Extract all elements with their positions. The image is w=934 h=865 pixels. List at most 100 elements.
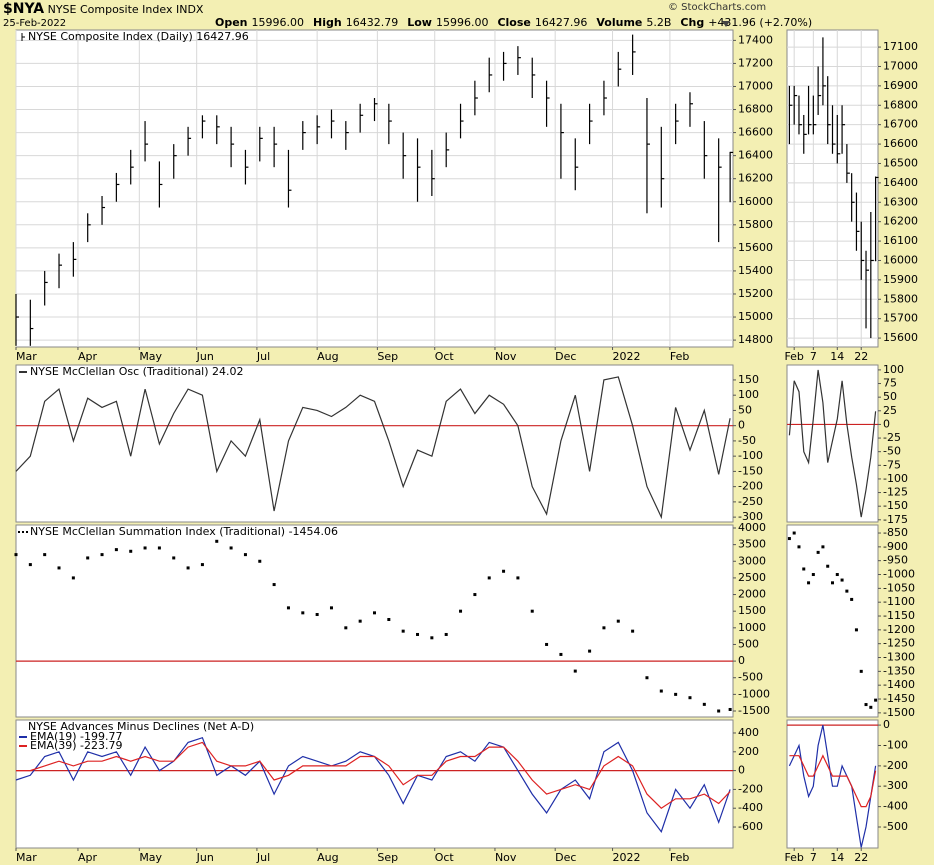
y-tick-label: 17200: [738, 56, 773, 69]
x-tick-label: Dec: [555, 851, 576, 864]
y-tick-label: -1200: [883, 623, 915, 636]
dot: [172, 556, 176, 560]
y-tick-label: -1050: [883, 581, 915, 594]
y-tick-label: 0: [883, 417, 890, 430]
quote-label: Chg: [680, 16, 705, 29]
y-tick-label: 100: [738, 388, 759, 401]
y-tick-label: 15800: [738, 218, 773, 231]
series-line: [788, 369, 877, 518]
y-tick-label: 150: [738, 373, 759, 386]
y-tick-label: -1500: [738, 704, 770, 717]
dot: [301, 611, 305, 615]
x-tick-label: Feb: [670, 350, 689, 363]
dot: [588, 649, 592, 653]
x-tick-label: 22: [854, 350, 868, 363]
quote-value: 16427.96: [534, 16, 588, 29]
y-tick-label: 0: [738, 419, 745, 432]
x-tick-label: Apr: [78, 851, 98, 864]
legend-icon: [21, 33, 25, 41]
y-tick-label: -50: [883, 445, 901, 458]
y-tick-label: 75: [883, 377, 897, 390]
y-tick-label: 16600: [738, 126, 773, 139]
legend-title: NYSE Composite Index (Daily) 16427.96: [28, 30, 249, 43]
dot: [57, 566, 61, 570]
x-tick-label: 14: [830, 851, 844, 864]
legend-entry: NYSE McClellan Osc (Traditional) 24.02: [30, 365, 244, 378]
y-tick-label: -25: [883, 431, 901, 444]
dot: [344, 626, 348, 630]
dot: [215, 539, 219, 543]
x-tick-label: Mar: [16, 350, 37, 363]
dot: [807, 581, 811, 585]
x-tick-label: May: [139, 851, 162, 864]
x-tick-label: Jul: [256, 851, 270, 864]
dot: [86, 556, 90, 560]
dot: [811, 573, 815, 577]
y-tick-label: 15700: [883, 312, 918, 325]
y-tick-label: -900: [883, 540, 908, 553]
dot: [728, 707, 732, 711]
dot: [840, 578, 844, 582]
dot: [717, 709, 721, 713]
y-tick-label: -200: [738, 782, 763, 795]
dot: [286, 606, 290, 610]
y-tick-label: -200: [738, 480, 763, 493]
y-tick-label: -100: [738, 449, 763, 462]
y-tick-label: -1250: [883, 637, 915, 650]
quote-label: Close: [497, 16, 531, 29]
quote-label: Volume: [596, 16, 643, 29]
y-tick-label: 15600: [738, 241, 773, 254]
x-tick-label: Apr: [78, 350, 98, 363]
dot: [826, 564, 830, 568]
y-tick-label: 17100: [883, 40, 918, 53]
y-tick-label: 17400: [738, 33, 773, 46]
y-tick-label: 16600: [883, 137, 918, 150]
y-tick-label: 16200: [738, 172, 773, 185]
dot: [645, 676, 649, 680]
y-tick-label: 16000: [883, 253, 918, 266]
x-tick-label: Sep: [377, 350, 398, 363]
dot: [186, 566, 190, 570]
legend-icon: [26, 531, 28, 533]
y-tick-label: 3000: [738, 554, 766, 567]
y-tick-label: 200: [738, 745, 759, 758]
y-tick-label: 0: [883, 718, 890, 731]
series-line: [16, 741, 731, 809]
dot: [157, 546, 161, 550]
quote-value: 16432.79: [345, 16, 399, 29]
dot: [430, 636, 434, 640]
x-tick-label: Nov: [495, 350, 517, 363]
panel: [15, 719, 734, 849]
quote-value: 5.2B: [646, 16, 672, 29]
dot: [258, 559, 262, 563]
y-tick-label: 15000: [738, 310, 773, 323]
menu-arrow[interactable]: [721, 19, 731, 29]
y-tick-label: 15200: [738, 287, 773, 300]
y-tick-label: 16400: [738, 149, 773, 162]
x-tick-label: Aug: [317, 851, 338, 864]
panel: [15, 364, 734, 523]
y-tick-label: 25: [883, 404, 897, 417]
dot: [530, 609, 534, 613]
x-tick-label: 22: [854, 851, 868, 864]
dot: [688, 696, 692, 700]
y-tick-label: 16800: [883, 98, 918, 111]
dot: [516, 576, 520, 580]
x-tick-label: 7: [810, 851, 817, 864]
y-tick-label: -150: [883, 499, 908, 512]
dot: [329, 606, 333, 610]
y-tick-label: 15800: [883, 292, 918, 305]
y-tick-label: -1450: [883, 692, 915, 705]
x-tick-label: Jul: [256, 350, 270, 363]
x-tick-label: 7: [810, 350, 817, 363]
dot: [864, 703, 868, 707]
dot: [459, 609, 463, 613]
dot: [616, 619, 620, 623]
y-tick-label: 17000: [738, 79, 773, 92]
dot: [787, 537, 791, 541]
dot: [835, 573, 839, 577]
dot: [545, 642, 549, 646]
y-tick-label: 15900: [883, 273, 918, 286]
dot: [373, 611, 376, 615]
dot: [559, 652, 563, 656]
